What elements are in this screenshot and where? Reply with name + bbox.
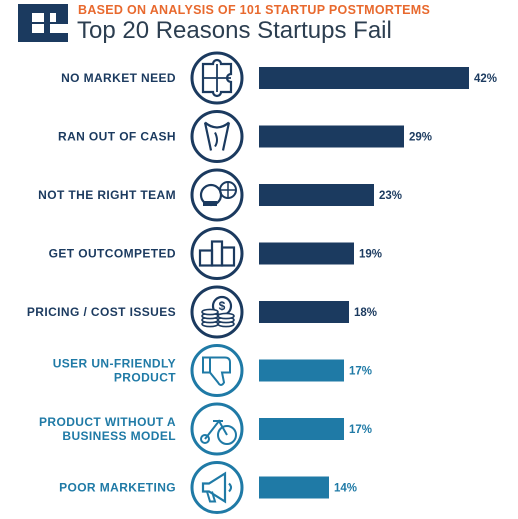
category-label: POOR MARKETING: [59, 481, 176, 495]
value-label: 19%: [359, 249, 382, 261]
value-label: 18%: [354, 307, 377, 319]
value-label: 17%: [349, 366, 372, 378]
bar: [259, 301, 349, 323]
logo-icon: [18, 4, 68, 42]
value-label: 17%: [349, 424, 372, 436]
chart-subtitle: BASED ON ANALYSIS OF 101 STARTUP POSTMOR…: [78, 3, 431, 17]
thumbs-down-icon: [190, 344, 244, 397]
category-label: USER UN-FRIENDLY PRODUCT: [53, 357, 177, 385]
category-label: RAN OUT OF CASH: [58, 130, 176, 144]
podium-icon: [190, 227, 244, 280]
category-label: PRODUCT WITHOUT A BUSINESS MODEL: [39, 415, 176, 443]
bar: [259, 242, 354, 265]
puzzle-icon: [190, 51, 244, 105]
bar: [259, 125, 404, 148]
value-label: 23%: [379, 190, 402, 202]
category-label: NOT THE RIGHT TEAM: [38, 188, 176, 202]
bike-icon: [190, 402, 244, 456]
svg-text:$: $: [219, 299, 226, 313]
category-label: PRICING / COST ISSUES: [27, 305, 176, 319]
bar: [259, 184, 374, 206]
team-gear-icon: [190, 168, 244, 222]
value-label: 14%: [334, 483, 357, 495]
megaphone-icon: [190, 461, 244, 514]
category-label: GET OUTCOMPETED: [49, 247, 176, 261]
bar: [259, 476, 329, 499]
bar: [259, 67, 469, 89]
bar: [259, 359, 344, 382]
value-label: 42%: [474, 73, 497, 85]
chart-title: Top 20 Reasons Startups Fail: [77, 17, 392, 44]
bar: [259, 418, 344, 440]
category-label: NO MARKET NEED: [61, 71, 176, 85]
value-label: 29%: [409, 132, 432, 144]
empty-pockets-icon: [190, 110, 244, 163]
coins-icon: $: [190, 285, 244, 339]
